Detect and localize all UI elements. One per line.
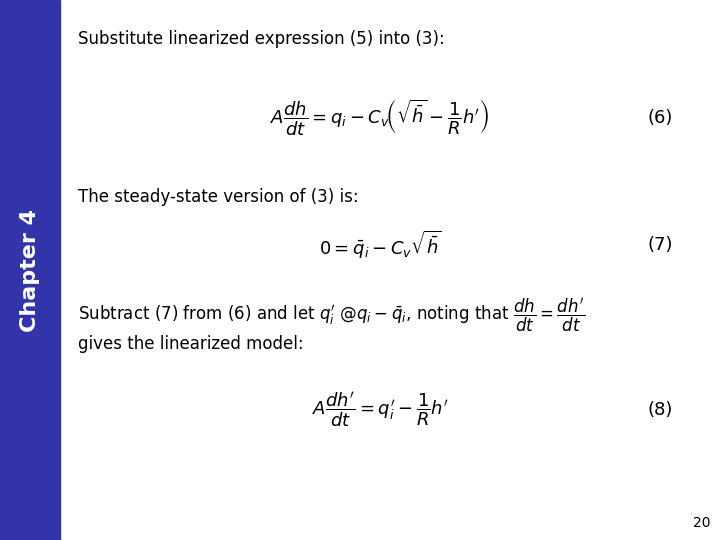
- Bar: [0, 0, 60, 540]
- Text: $A\dfrac{dh^{\prime}}{dt} = q_i^{\prime} - \dfrac{1}{R}h^{\prime}$: $A\dfrac{dh^{\prime}}{dt} = q_i^{\prime}…: [312, 390, 449, 429]
- Text: The steady-state version of (3) is:: The steady-state version of (3) is:: [78, 188, 359, 206]
- Text: Subtract (7) from (6) and let $q_i^{\prime}$ $@q_i - \bar{q}_i$, noting that $\d: Subtract (7) from (6) and let $q_i^{\pri…: [78, 297, 585, 335]
- Text: 20: 20: [693, 516, 710, 530]
- Text: (8): (8): [647, 401, 672, 419]
- Text: (7): (7): [647, 236, 672, 254]
- Text: Chapter 4: Chapter 4: [20, 208, 40, 332]
- Text: gives the linearized model:: gives the linearized model:: [78, 335, 304, 353]
- Text: $0 = \bar{q}_i - C_v\sqrt{\bar{h}}$: $0 = \bar{q}_i - C_v\sqrt{\bar{h}}$: [319, 229, 441, 261]
- Text: (6): (6): [647, 109, 672, 127]
- Text: $A\dfrac{dh}{dt} = q_i - C_v\!\left(\sqrt{\bar{h}} - \dfrac{1}{R}h^{\prime}\righ: $A\dfrac{dh}{dt} = q_i - C_v\!\left(\sqr…: [270, 98, 490, 138]
- Text: Substitute linearized expression (5) into (3):: Substitute linearized expression (5) int…: [78, 30, 445, 48]
